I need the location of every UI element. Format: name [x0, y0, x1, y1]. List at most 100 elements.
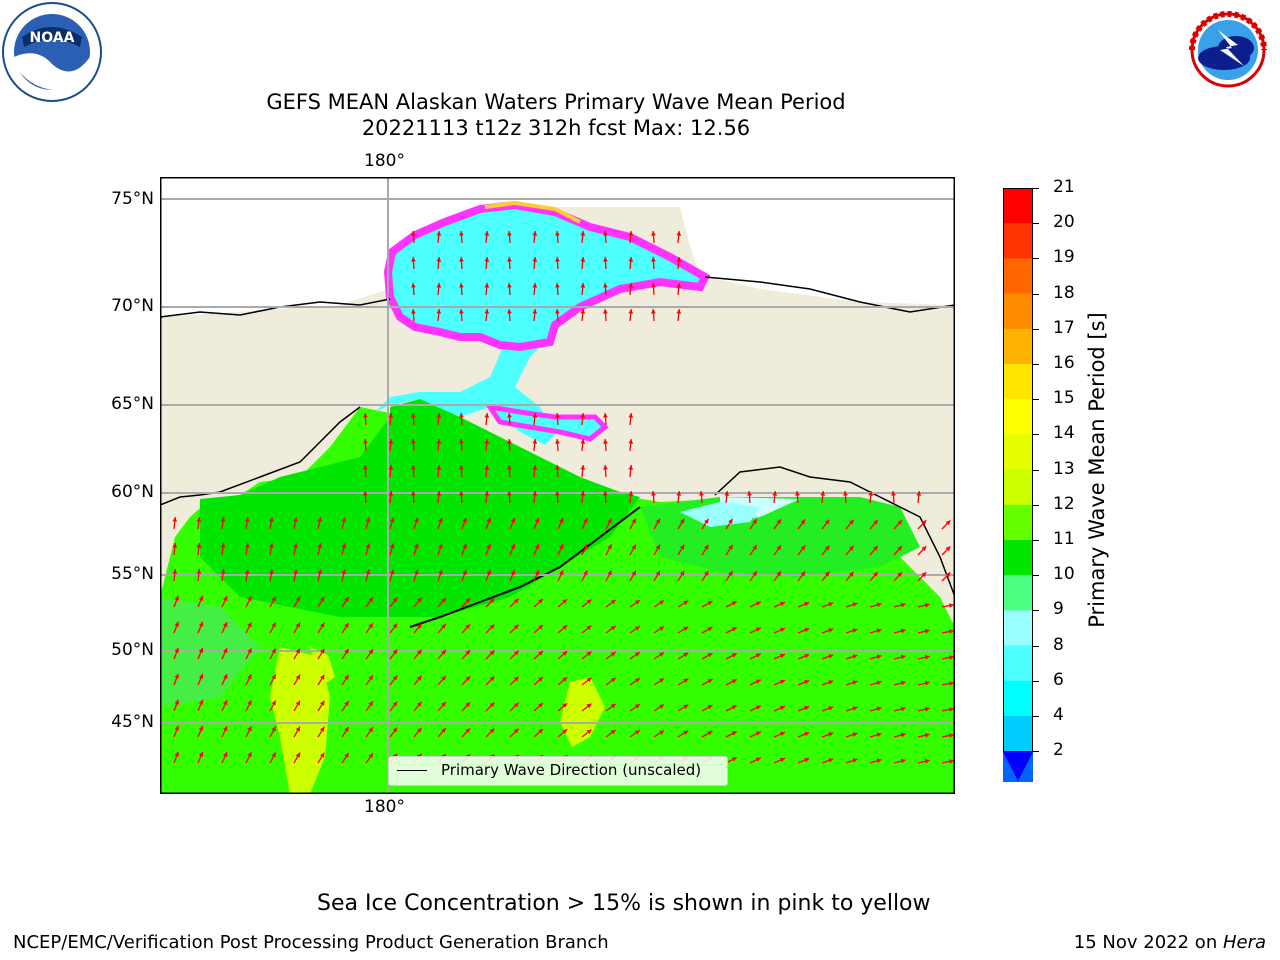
wave-arrow-head [795, 491, 800, 496]
wave-arrow-head [368, 597, 373, 603]
lat-label-75: 75°N [111, 189, 154, 209]
wave-arrow-head [484, 413, 490, 418]
wave-arrow-head [755, 653, 761, 658]
wave-arrow-head [699, 491, 704, 496]
wave-arrow-head [532, 231, 538, 236]
wave-arrow-head [462, 543, 467, 549]
wave-arrow-head [198, 673, 204, 679]
wave-arrow-head [586, 651, 592, 657]
wave-arrow-head [728, 571, 733, 576]
wave-arrow-head [411, 257, 416, 262]
colorbar-tick-label: 20 [1053, 212, 1075, 233]
sea-ice-note: Sea Ice Concentration > 15% is shown in … [317, 891, 931, 916]
wave-arrow-head [465, 650, 471, 655]
chart-title-line-2: 20221113 t12z 312h fcst Max: 12.56 [361, 116, 751, 140]
wave-arrow-head [320, 596, 325, 602]
wave-arrow-head [747, 491, 752, 496]
wave-arrow-head [271, 596, 276, 602]
wave-arrow-head [320, 622, 325, 628]
sea-ice-edge [383, 200, 711, 352]
wave-arrow-head [562, 599, 568, 604]
colorbar-tick-label: 9 [1053, 599, 1064, 620]
colorbar-tick-mark [1033, 223, 1039, 225]
arrow-legend: Primary Wave Direction (unscaled) [388, 756, 728, 786]
wave-arrow-head [683, 652, 689, 658]
wave-arrow-head [438, 569, 443, 575]
wave-arrow-head [828, 732, 834, 737]
colorbar-tick-label: 6 [1053, 669, 1064, 690]
lat-label-60: 60°N [111, 482, 154, 502]
colorbar-segment [1003, 364, 1033, 400]
wave-arrow-head [465, 676, 471, 681]
colorbar-tick-label: 13 [1053, 458, 1075, 479]
wave-arrow-head [344, 727, 349, 732]
wave-arrow-head [752, 519, 757, 525]
wave-arrow-head [438, 517, 443, 523]
wave-arrow-head [295, 752, 300, 758]
wave-arrow-head [707, 601, 713, 606]
wave-arrow-head [731, 679, 737, 684]
noaa-logo: NOAA [2, 2, 102, 102]
lat-label-45: 45°N [111, 712, 154, 732]
wave-arrow-head [507, 439, 512, 444]
wave-arrow-head [876, 602, 882, 608]
wave-arrow-head [555, 283, 560, 288]
credit-text: NCEP/EMC/Verification Post Processing Pr… [13, 932, 609, 953]
wave-arrow-head [368, 727, 373, 733]
wave-arrow-head [247, 700, 252, 706]
wave-arrow-head [172, 569, 178, 574]
wave-arrow-head [876, 706, 882, 712]
wave-arrow-head [607, 544, 612, 550]
wave-arrow-head [704, 544, 709, 550]
wave-arrow-head [628, 439, 634, 444]
wave-arrow-head [924, 733, 930, 738]
wave-arrow-head [462, 517, 467, 523]
wave-arrow-head [507, 257, 512, 262]
wave-arrow-head [868, 491, 874, 496]
wave-arrow-head [580, 257, 586, 262]
wave-arrow-head [223, 674, 228, 680]
wave-arrow-head [873, 519, 878, 525]
colorbar-segment [1003, 680, 1033, 717]
wave-arrow-head [924, 681, 930, 686]
wave-arrow-head [223, 648, 228, 654]
wave-arrow-head [392, 675, 398, 681]
wave-arrow-head [344, 701, 349, 706]
wave-arrow-head [707, 653, 713, 658]
wave-arrow-head [365, 543, 371, 549]
wave-arrow-head [949, 759, 954, 764]
wave-arrow-head [247, 752, 252, 758]
wave-arrow-head [538, 625, 543, 630]
wave-arrow-head [655, 544, 660, 550]
wave-arrow-head [532, 439, 538, 444]
wave-arrow-head [755, 679, 761, 684]
wave-arrow-head [780, 601, 785, 607]
wave-arrow-head [489, 702, 495, 708]
wave-arrow-head [949, 681, 954, 686]
wave-arrow-head [704, 570, 709, 576]
wave-arrow-head [683, 678, 689, 684]
wave-arrow-head [876, 732, 882, 738]
wave-arrow-head [441, 727, 446, 733]
wave-arrow-head [610, 599, 616, 605]
wave-arrow-head [707, 679, 713, 684]
wave-arrow-head [220, 517, 226, 522]
wave-arrow-head [683, 704, 689, 710]
wave-arrow-head [828, 602, 834, 607]
wave-arrow-head [655, 518, 660, 524]
wave-arrow-head [559, 518, 564, 524]
wave-arrow-head [534, 518, 540, 523]
wave-arrow-head [828, 654, 834, 659]
lat-label-65: 65°N [111, 394, 154, 414]
wave-arrow-head [900, 758, 906, 764]
wave-arrow-head [320, 726, 325, 732]
colorbar-tick-label: 15 [1053, 388, 1075, 409]
wave-arrow-head [411, 465, 416, 470]
wave-arrow-head [411, 309, 416, 314]
wave-arrow-head [849, 545, 854, 551]
wave-arrow-head [484, 283, 490, 288]
wave-arrow-head [198, 647, 204, 653]
wave-arrow-head [344, 623, 349, 628]
wave-arrow-head [707, 731, 713, 736]
wave-arrow-head [800, 571, 806, 577]
